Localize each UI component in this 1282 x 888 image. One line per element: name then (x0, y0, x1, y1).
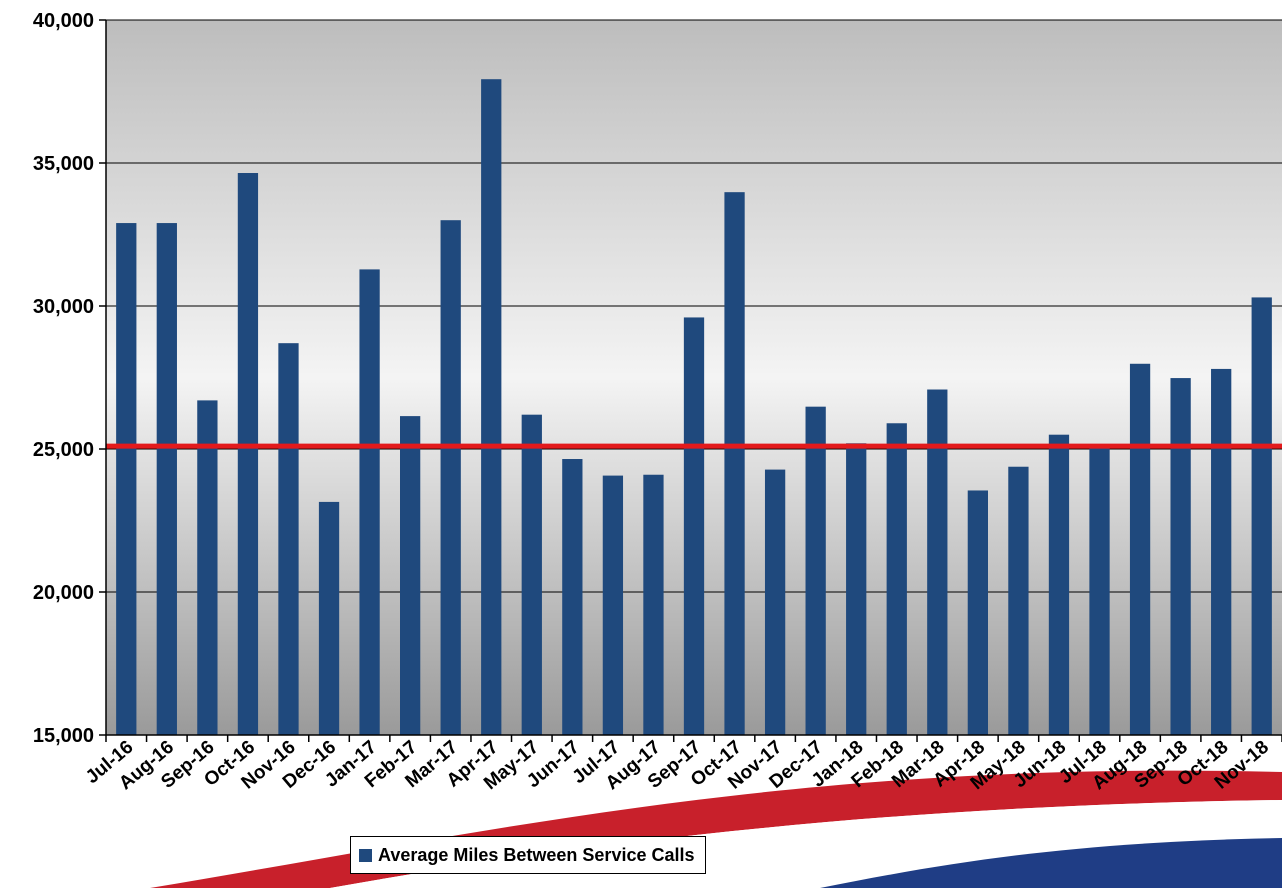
legend: Average Miles Between Service Calls (350, 836, 706, 874)
y-tick-label: 30,000 (33, 296, 94, 318)
bar (156, 223, 177, 735)
y-tick-labels: 15,000 20,000 25,000 30,000 35,000 40,000 (33, 10, 94, 747)
bar (1251, 297, 1272, 735)
bar (1129, 363, 1151, 735)
bar (927, 389, 948, 735)
y-tick-label: 40,000 (33, 10, 94, 32)
bar (440, 220, 461, 735)
y-tick-label: 15,000 (33, 725, 94, 747)
bar (602, 475, 624, 735)
bar (805, 406, 826, 735)
bar (400, 416, 421, 735)
bar (116, 223, 137, 735)
y-tick-label: 35,000 (33, 153, 94, 175)
bar (521, 414, 542, 735)
bar (886, 423, 907, 735)
bar (967, 490, 988, 735)
bar (1170, 378, 1191, 735)
bar (683, 317, 705, 735)
bar (1008, 466, 1029, 735)
bar (562, 459, 583, 735)
bar (197, 400, 218, 735)
decorative-swoosh (150, 770, 1282, 888)
bar (481, 79, 502, 735)
bar (643, 474, 664, 735)
bars (116, 79, 1272, 735)
bar (1089, 446, 1110, 735)
bar (724, 192, 745, 735)
bar (318, 501, 340, 735)
bar (764, 469, 786, 735)
y-tick-label: 25,000 (33, 439, 94, 461)
axes (105, 20, 1282, 736)
bar (237, 173, 259, 735)
y-tick-label: 20,000 (33, 582, 94, 604)
legend-swatch (359, 848, 372, 862)
bar (278, 343, 299, 735)
bar (846, 443, 867, 735)
bar (1211, 368, 1232, 735)
legend-label: Average Miles Between Service Calls (378, 844, 695, 865)
x-tick-labels: Jul-16Aug-16Sep-16Oct-16Nov-16Dec-16Jan-… (82, 735, 1282, 794)
bar (359, 269, 380, 735)
blue-swoosh (820, 838, 1282, 888)
bar (1048, 434, 1070, 735)
